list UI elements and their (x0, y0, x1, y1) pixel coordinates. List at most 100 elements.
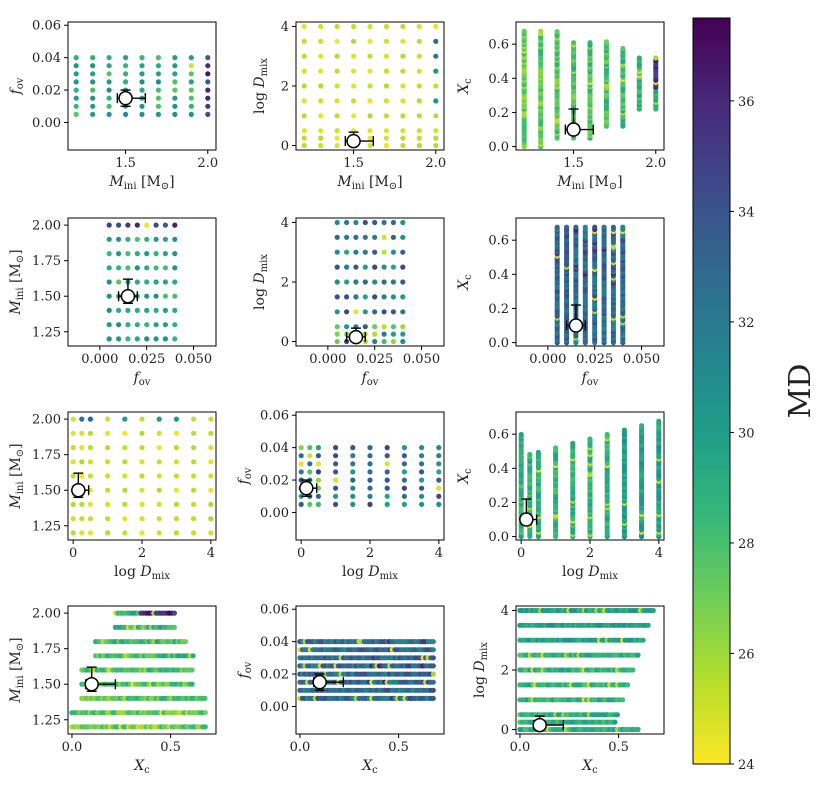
y-tick-label: 1.25 (32, 713, 61, 728)
data-point (73, 71, 79, 77)
data-point (105, 430, 111, 436)
data-point (123, 79, 129, 85)
data-point (384, 501, 390, 507)
data-point (401, 445, 407, 451)
data-point (620, 224, 626, 230)
data-point (383, 135, 389, 141)
data-point (383, 128, 389, 134)
data-point (620, 697, 626, 703)
y-axis-label: Mini [M⊙] (8, 249, 26, 315)
data-point (351, 113, 357, 119)
data-point (87, 459, 93, 465)
data-point (400, 294, 406, 300)
x-axis-label: log Dmix (562, 564, 618, 582)
data-point (125, 236, 131, 242)
data-point (535, 449, 542, 455)
data-point (122, 473, 128, 479)
data-point (419, 461, 425, 467)
data-point (315, 469, 321, 475)
data-point (362, 234, 368, 240)
data-point (430, 687, 436, 693)
data-point (381, 219, 387, 226)
data-point (155, 95, 161, 101)
scatter-points (298, 445, 442, 507)
data-point (390, 234, 396, 240)
data-point (430, 663, 436, 669)
data-point (106, 71, 112, 77)
data-point (344, 309, 350, 315)
data-point (301, 38, 307, 44)
y-tick-label: 0.6 (488, 38, 509, 53)
y-tick-label: 0 (501, 723, 509, 738)
data-point (436, 453, 442, 459)
x-axis-label: fov (581, 370, 599, 388)
data-point (139, 63, 145, 69)
y-tick-label: 0.00 (260, 700, 289, 715)
data-point (90, 111, 96, 117)
data-point (384, 461, 390, 467)
data-point (372, 338, 378, 345)
data-point (162, 251, 168, 257)
y-tick-label: 0.0 (488, 530, 509, 545)
data-point (433, 113, 439, 119)
y-tick-label: 1.75 (32, 254, 61, 269)
data-point (205, 87, 211, 93)
data-point (73, 111, 79, 117)
data-point (156, 445, 162, 451)
x-tick-label: 0.025 (128, 352, 165, 367)
data-point (307, 445, 313, 451)
data-point (191, 430, 197, 436)
data-point (353, 234, 359, 240)
data-point (79, 459, 85, 465)
data-point (125, 265, 131, 271)
data-point (202, 695, 208, 702)
x-tick-label: 0 (69, 546, 77, 561)
panel-f-vs-X: 0.000 0.025 0.050 0.0 0.2 0.4 0.6 fov Xc (456, 217, 665, 388)
data-point (153, 236, 159, 242)
data-point (139, 445, 145, 451)
data-point (106, 95, 112, 101)
data-point (73, 63, 79, 69)
data-point (105, 516, 111, 522)
y-tick-label: 0.06 (260, 603, 289, 618)
data-point (430, 647, 436, 653)
data-point (315, 453, 321, 459)
data-point (362, 219, 368, 226)
x-tick-label: 2.0 (425, 156, 446, 171)
best-model-marker (312, 674, 327, 690)
data-point (367, 53, 373, 59)
data-point (172, 236, 178, 242)
y-tick-label: 2 (281, 276, 289, 291)
data-point (191, 473, 197, 479)
data-point (381, 338, 387, 345)
y-tick-label: 1.25 (32, 519, 61, 534)
data-point (106, 336, 112, 342)
x-tick-label: 0.5 (608, 740, 629, 755)
data-point (139, 487, 145, 493)
data-point (105, 501, 111, 507)
data-point (139, 416, 145, 422)
data-point (334, 234, 340, 240)
data-point (73, 87, 79, 93)
data-point (106, 87, 112, 93)
y-axis-label: log Dmix (252, 254, 270, 310)
data-point (383, 142, 389, 149)
data-point (134, 265, 140, 271)
data-point (381, 279, 387, 285)
colorbar-tick-label: 28 (738, 537, 755, 552)
data-point (125, 322, 131, 328)
data-point (400, 142, 406, 149)
x-tick-label: 2 (138, 546, 146, 561)
data-point (400, 219, 406, 226)
data-point (383, 83, 389, 89)
y-tick-label: 1.50 (32, 484, 61, 499)
data-point (353, 249, 359, 255)
data-point (416, 23, 422, 30)
data-point (372, 264, 378, 270)
data-point (105, 473, 111, 479)
data-point (430, 671, 436, 677)
y-tick-label: 0.04 (260, 441, 289, 456)
data-point (162, 293, 168, 299)
best-model-marker (348, 329, 364, 345)
